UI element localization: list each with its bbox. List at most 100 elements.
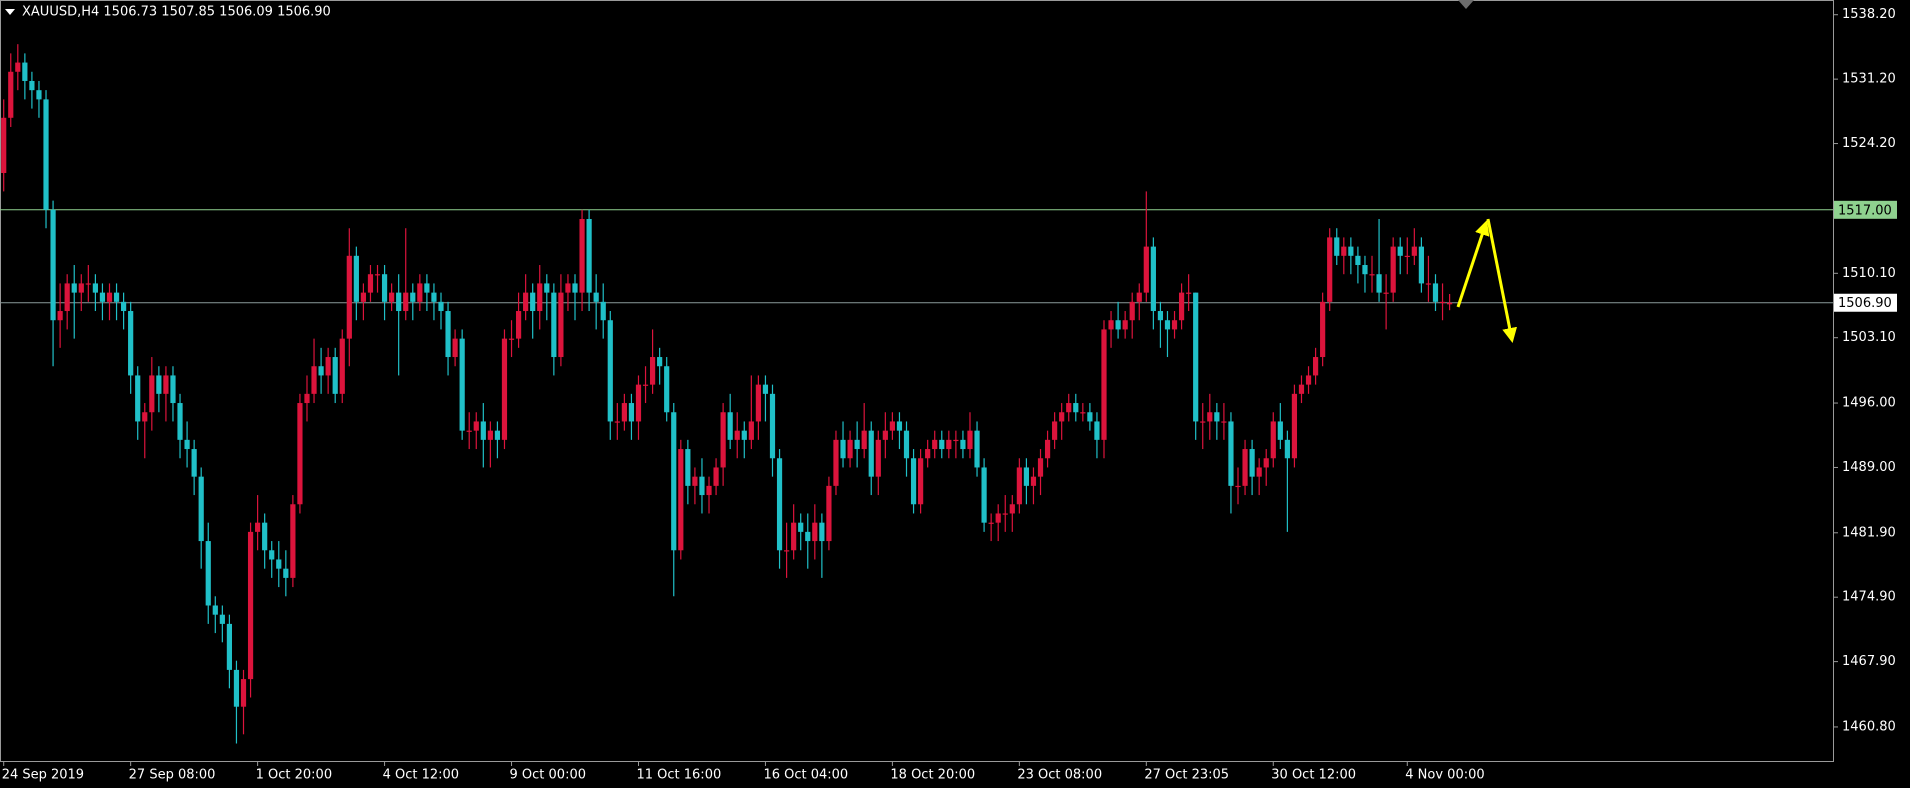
candle-body	[685, 449, 691, 486]
candle-body	[910, 458, 917, 505]
candle-body	[311, 366, 317, 394]
candle-body	[657, 357, 663, 367]
candle-body	[558, 292, 564, 358]
candle-body	[882, 430, 888, 440]
candle-body	[1150, 246, 1156, 312]
candle-body	[1171, 320, 1178, 330]
y-tick-label: 1474.90	[1842, 590, 1896, 605]
candle-body	[22, 62, 28, 81]
y-tick-label: 1524.20	[1842, 136, 1896, 151]
candle-body	[163, 375, 169, 394]
y-tick-label: 1503.10	[1842, 330, 1896, 345]
candle-body	[403, 292, 409, 312]
y-tick-label: 1531.20	[1842, 72, 1896, 87]
candle-body	[480, 421, 486, 440]
candle-body	[1214, 412, 1220, 422]
candle-body	[988, 522, 994, 524]
x-tick-label: 30 Oct 12:00	[1271, 768, 1356, 783]
candle-body	[523, 292, 529, 312]
candle-body	[861, 430, 867, 450]
chart-title: XAUUSD,H4 1506.73 1507.85 1506.09 1506.9…	[22, 5, 331, 20]
candle-body	[15, 62, 21, 72]
candle-body	[240, 679, 247, 707]
candle-body	[1298, 384, 1305, 394]
candle-body	[85, 283, 91, 285]
x-tick-label: 27 Sep 08:00	[129, 768, 216, 783]
candle-body	[819, 522, 825, 542]
candle-body	[741, 430, 747, 440]
candle-body	[995, 513, 1001, 523]
candle-body	[276, 559, 282, 569]
candle-body	[1129, 301, 1135, 321]
candle-body	[43, 99, 49, 210]
candle-body	[438, 301, 444, 312]
x-tick-label: 4 Nov 00:00	[1405, 768, 1484, 783]
y-tick-label: 1510.10	[1842, 266, 1896, 281]
candle-body	[593, 292, 599, 302]
level-label: 1506.90	[1838, 296, 1892, 311]
candle-body	[889, 421, 895, 431]
candle-body	[875, 439, 881, 477]
candle-body	[445, 311, 451, 358]
candle-body	[918, 458, 924, 505]
candle-body	[1291, 393, 1298, 459]
candle-body	[508, 338, 515, 340]
candle-body	[1312, 357, 1319, 376]
x-tick-label: 23 Oct 08:00	[1017, 768, 1102, 783]
candle-body	[960, 439, 966, 450]
x-tick-label: 24 Sep 2019	[2, 768, 84, 783]
x-tick-label: 9 Oct 00:00	[510, 768, 586, 783]
candle-body	[642, 384, 649, 386]
candle-body	[706, 485, 712, 496]
candle-body	[967, 430, 973, 450]
candle-body	[1023, 467, 1030, 486]
candle-body	[71, 283, 77, 293]
candle-body	[1242, 449, 1248, 486]
candle-body	[290, 504, 296, 578]
candle-body	[1284, 439, 1290, 459]
candle-body	[1383, 292, 1389, 294]
candle-body	[459, 338, 465, 431]
candle-body	[170, 375, 176, 404]
candle-body	[99, 292, 106, 302]
candle-body	[1080, 412, 1086, 414]
plot-frame	[0, 0, 1834, 762]
candle-body	[1348, 246, 1354, 256]
candle-body	[226, 623, 233, 670]
candle-body	[452, 338, 458, 358]
candle-body	[1320, 301, 1326, 358]
candle-body	[769, 393, 776, 459]
candle-body	[1362, 265, 1368, 275]
candle-body	[833, 439, 839, 486]
candle-body	[219, 614, 225, 624]
candle-body	[121, 301, 127, 312]
candle-body	[791, 522, 797, 551]
candle-body	[1115, 320, 1121, 330]
candle-body	[1108, 320, 1114, 330]
candle-body	[1397, 246, 1403, 256]
candle-body	[297, 403, 303, 505]
candle-body	[177, 403, 183, 440]
candle-body	[339, 338, 345, 394]
candle-body	[255, 522, 261, 532]
candle-body	[946, 439, 952, 450]
candle-body	[896, 421, 903, 431]
levels	[0, 209, 1833, 304]
candle-body	[487, 430, 493, 440]
candle-body	[396, 292, 402, 312]
x-tick-label: 16 Oct 04:00	[763, 768, 848, 783]
x-tick-label: 4 Oct 12:00	[383, 768, 459, 783]
candle-body	[501, 338, 508, 440]
candle-body	[1270, 421, 1276, 459]
candle-body	[579, 219, 585, 293]
candle-body	[671, 412, 677, 551]
candle-body	[78, 283, 84, 293]
candle-body	[925, 449, 931, 459]
candle-body	[1207, 412, 1213, 422]
shift-marker	[1458, 0, 1474, 9]
candle-body	[762, 384, 769, 394]
candle-body	[325, 357, 331, 376]
candle-body	[1327, 237, 1333, 302]
x-tick-label: 18 Oct 20:00	[890, 768, 975, 783]
